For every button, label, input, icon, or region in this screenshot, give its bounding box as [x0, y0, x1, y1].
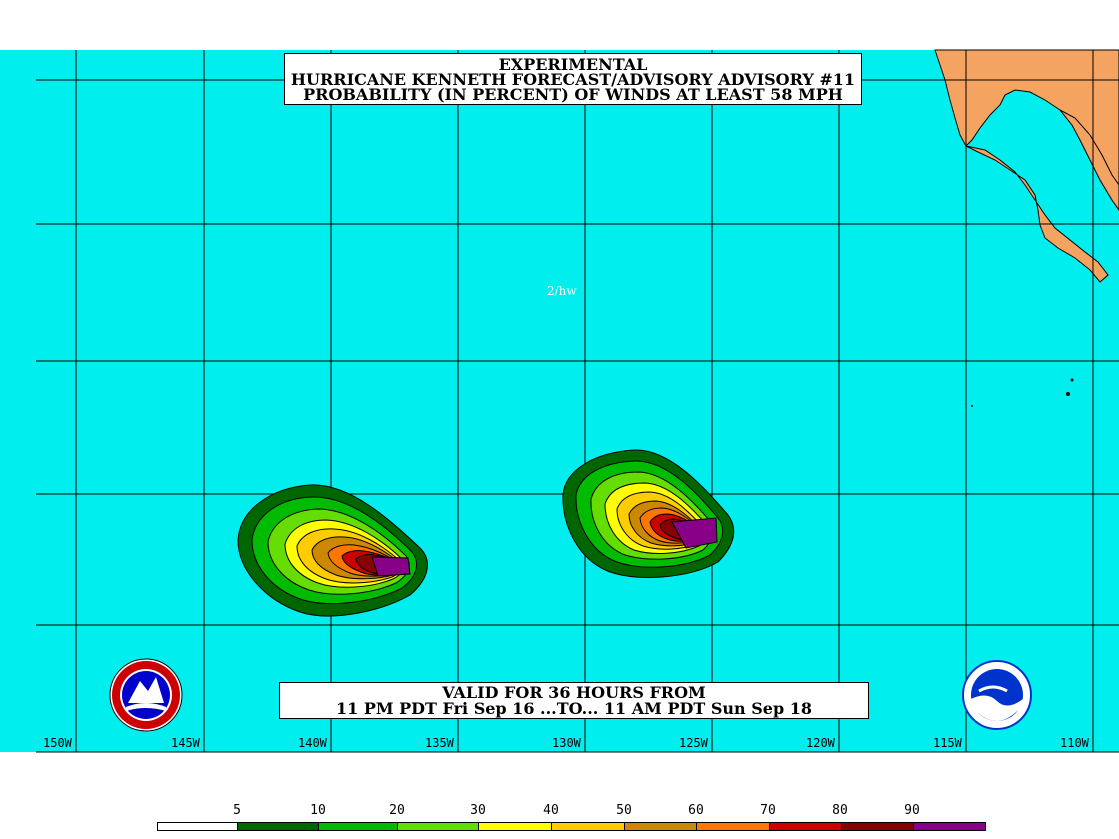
noaa-logo: [962, 660, 1032, 730]
legend-label: 60: [688, 803, 704, 818]
island: [1070, 378, 1074, 382]
analyst-credit: 2/hw: [547, 284, 577, 298]
valid-line-1: VALID FOR 36 HOURS FROM: [442, 683, 706, 702]
lon-label: 145W: [171, 736, 200, 750]
valid-line-2: 11 PM PDT Fri Sep 16 ...TO... 11 AM PDT …: [336, 699, 812, 718]
legend-swatch: [397, 823, 479, 830]
legend-swatch: [768, 823, 841, 830]
lon-label: 140W: [298, 736, 327, 750]
legend-swatch: [478, 823, 552, 830]
legend-label: 30: [470, 803, 486, 818]
lon-label: 130W: [552, 736, 581, 750]
title-line-3: PROBABILITY (IN PERCENT) OF WINDS AT LEA…: [303, 85, 843, 104]
lon-label: 150W: [43, 736, 72, 750]
land-mexico-east: [1059, 109, 1119, 211]
legend-swatch: [158, 823, 238, 830]
lon-label: 115W: [933, 736, 962, 750]
legend-label: 10: [310, 803, 326, 818]
legend-label: 70: [760, 803, 776, 818]
lon-label: 120W: [806, 736, 835, 750]
lon-label: 110W: [1060, 736, 1089, 750]
legend-swatch: [696, 823, 769, 830]
legend-swatch: [551, 823, 625, 830]
legend-label: 80: [832, 803, 848, 818]
island: [971, 405, 973, 407]
legend-swatch: [318, 823, 398, 830]
nws-logo: [109, 658, 183, 732]
legend-label: 40: [543, 803, 559, 818]
map-title: EXPERIMENTAL HURRICANE KENNETH FORECAST/…: [284, 53, 862, 105]
lon-label: 135W: [425, 736, 454, 750]
legend-swatch: [840, 823, 913, 830]
probability-contours-east: [562, 449, 735, 578]
lon-label: 125W: [679, 736, 708, 750]
legend-label: 50: [616, 803, 632, 818]
legend-color-bar: [157, 822, 986, 831]
legend-swatch: [237, 823, 319, 830]
legend-label: 20: [389, 803, 405, 818]
island: [1066, 392, 1070, 396]
ocean: [0, 50, 1119, 752]
legend-swatch: [624, 823, 697, 830]
title-line-1: EXPERIMENTAL: [498, 55, 648, 74]
valid-period: VALID FOR 36 HOURS FROM 11 PM PDT Fri Se…: [279, 682, 869, 719]
probability-contours-west: [237, 484, 428, 617]
title-line-2: HURRICANE KENNETH FORECAST/ADVISORY ADVI…: [290, 70, 856, 89]
legend-label: 90: [904, 803, 920, 818]
legend-swatch: [912, 823, 985, 830]
legend-label: 5: [233, 803, 241, 818]
